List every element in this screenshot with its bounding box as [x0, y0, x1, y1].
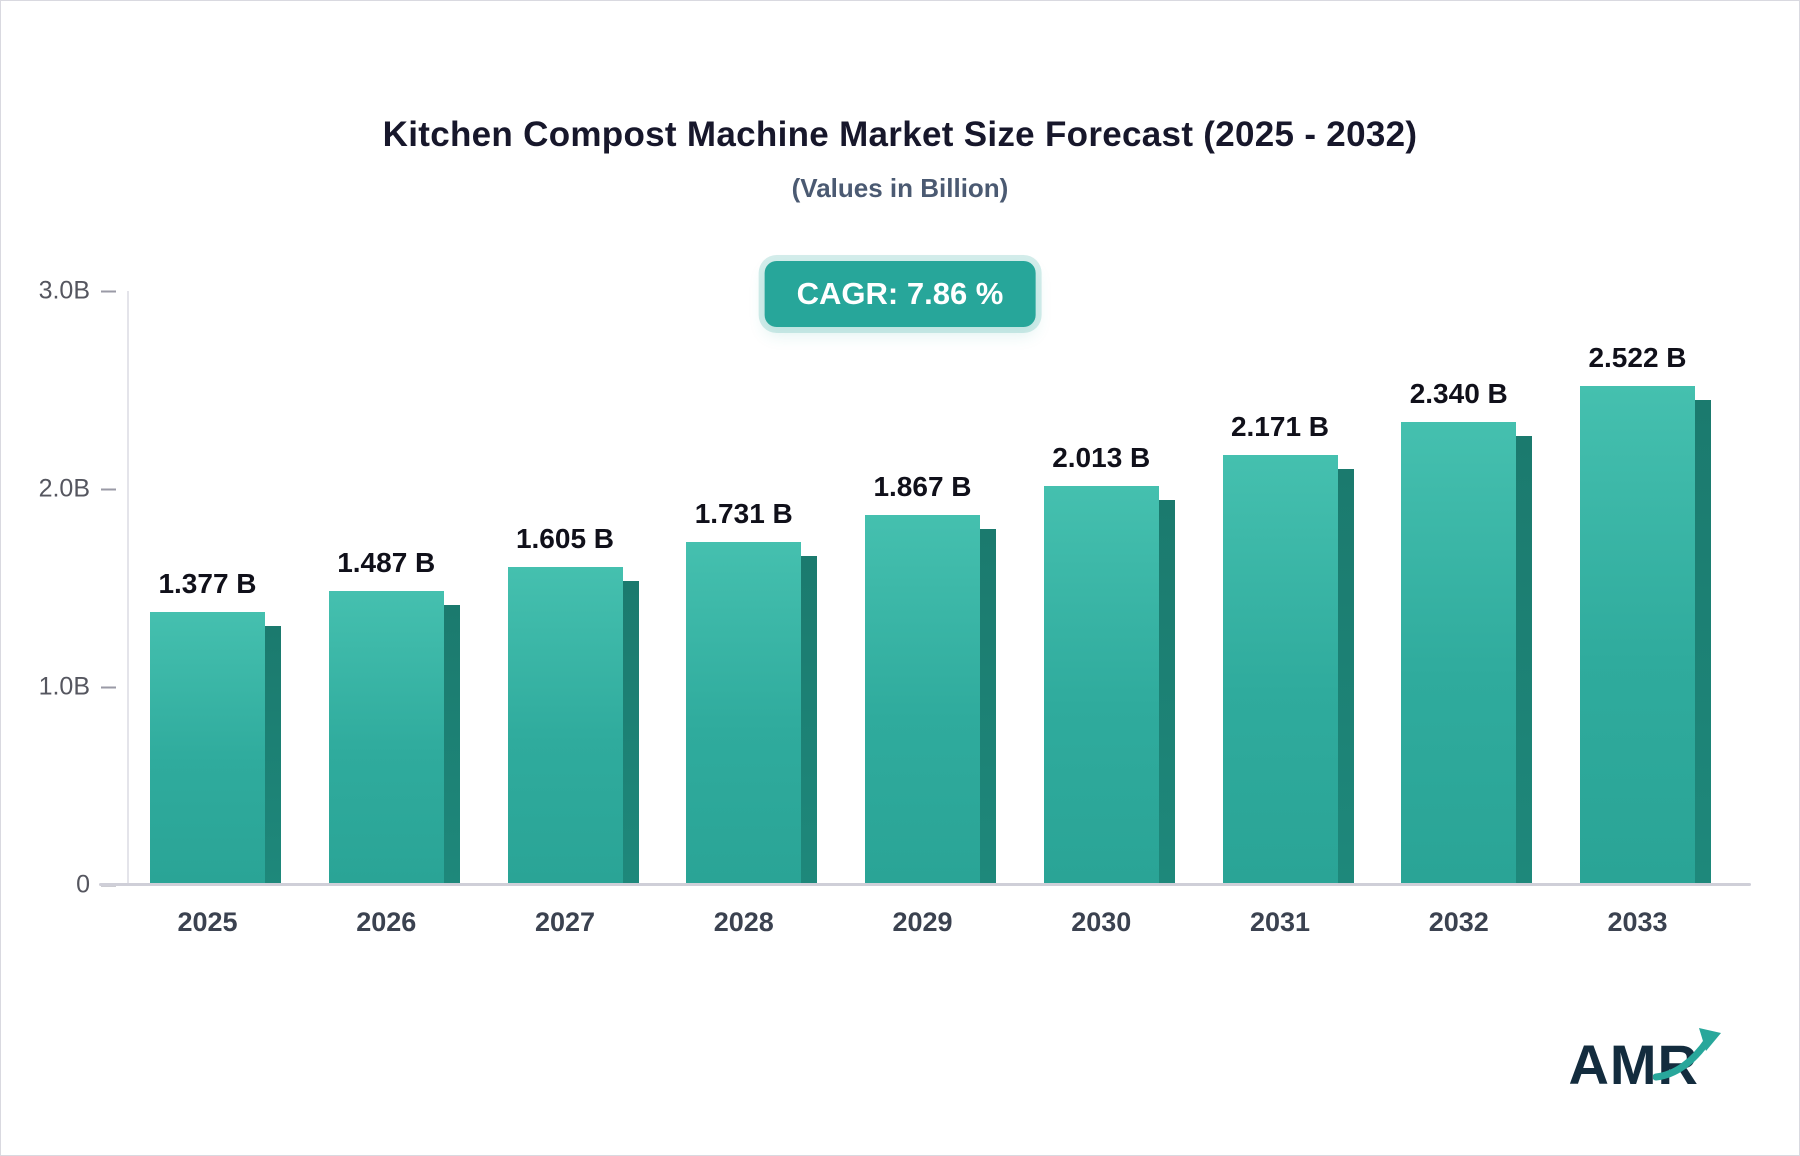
bar-column: 1.731 B 2028 [686, 291, 818, 937]
bar-series: 1.377 B 2025 1.487 B 2026 1.605 B 2027 1.731 B… [127, 291, 1746, 937]
bar: 1.867 B [865, 471, 996, 885]
y-axis-tick-label: 0 [76, 870, 90, 899]
x-axis-tick-label: 2026 [356, 907, 417, 937]
y-axis-tick-label: 1.0B [38, 672, 90, 701]
bar-face [1401, 421, 1517, 885]
bar: 2.171 B [1222, 411, 1354, 885]
bar-value-label: 2.522 B [1588, 341, 1687, 373]
bar-side-shade [622, 581, 639, 885]
x-axis-tick-label: 2028 [713, 907, 774, 937]
amr-logo: AMR [1568, 1028, 1721, 1097]
bar-side-shade [801, 556, 818, 885]
bar: 1.605 B [507, 523, 639, 885]
growth-arrow-icon [1653, 1028, 1721, 1081]
bar-side-shade [443, 604, 460, 885]
bar-face [150, 612, 265, 885]
bar: 1.377 B [150, 568, 281, 885]
bar-side-shade [980, 529, 996, 885]
x-axis-tick-label: 2032 [1428, 907, 1489, 937]
bar-face [507, 567, 623, 885]
bar: 2.340 B [1401, 378, 1533, 885]
bar-value-label: 1.487 B [337, 546, 436, 578]
y-axis-tick-label: 2.0B [38, 474, 90, 503]
y-axis-tick-mark [101, 488, 116, 490]
bar-value-label: 2.340 B [1409, 377, 1508, 409]
bar-value-label: 1.731 B [694, 498, 793, 530]
bar-value-label: 2.171 B [1230, 411, 1330, 443]
bar-value-label: 1.867 B [873, 471, 972, 503]
bar-side-shade [1337, 469, 1354, 885]
cagr-badge: CAGR: 7.86 % [764, 261, 1036, 327]
bar-column: 2.340 B 2032 [1401, 291, 1533, 937]
bar-column: 1.867 B 2029 [865, 291, 996, 937]
bar: 1.731 B [686, 498, 818, 885]
bar-face [686, 542, 802, 885]
bar-face [1580, 385, 1695, 885]
chart-title: Kitchen Compost Machine Market Size Fore… [382, 115, 1418, 154]
bar-side-shade [1695, 399, 1711, 885]
x-axis-tick-label: 2031 [1249, 907, 1311, 937]
x-axis-tick-label: 2030 [1071, 907, 1132, 937]
bar-column: 2.013 B 2030 [1043, 291, 1175, 937]
x-axis-line [99, 883, 1751, 886]
x-axis-tick-label: 2027 [534, 907, 596, 937]
bar-value-label: 1.377 B [158, 568, 257, 600]
y-axis-ticks: 3.0B 2.0B 1.0B 0 [1, 277, 127, 899]
bar-face [1222, 455, 1338, 885]
bar: 2.013 B [1043, 442, 1175, 885]
bar-value-label: 2.013 B [1052, 442, 1151, 474]
bar-column: 1.487 B 2026 [328, 291, 460, 937]
bar-face [328, 590, 444, 885]
y-axis-tick: 3.0B [39, 277, 116, 306]
x-axis-tick-label: 2029 [892, 907, 953, 937]
x-axis-tick-label: 2033 [1607, 907, 1668, 937]
chart-subtitle: (Values in Billion) [791, 173, 1009, 203]
bar-value-label: 1.605 B [515, 523, 615, 555]
y-axis-tick-mark [101, 686, 116, 688]
bar-column: 2.171 B 2031 [1222, 291, 1354, 937]
bar-face [865, 515, 980, 885]
bar-column: 2.522 B 2033 [1580, 291, 1711, 937]
y-axis-tick: 2.0B [39, 475, 116, 504]
bar-side-shade [1158, 500, 1175, 885]
bar: 2.522 B [1580, 342, 1711, 885]
plot-area: 3.0B 2.0B 1.0B 0 1.377 B 2025 1.487 B 2026 1.60… [39, 277, 1746, 937]
x-axis-tick-label: 2025 [177, 907, 238, 937]
amr-logo-text: AMR [1568, 1033, 1699, 1096]
bar: 1.487 B [328, 547, 460, 885]
bar-face [1043, 486, 1159, 885]
bar-side-shade [1516, 435, 1533, 885]
y-axis-tick-label: 3.0B [38, 276, 90, 305]
bar-column: 1.377 B 2025 [150, 291, 281, 937]
bar-column: 1.605 B 2027 [507, 291, 639, 937]
y-axis-tick-mark [101, 290, 116, 292]
y-axis-tick: 1.0B [39, 673, 116, 702]
bar-side-shade [265, 626, 281, 885]
